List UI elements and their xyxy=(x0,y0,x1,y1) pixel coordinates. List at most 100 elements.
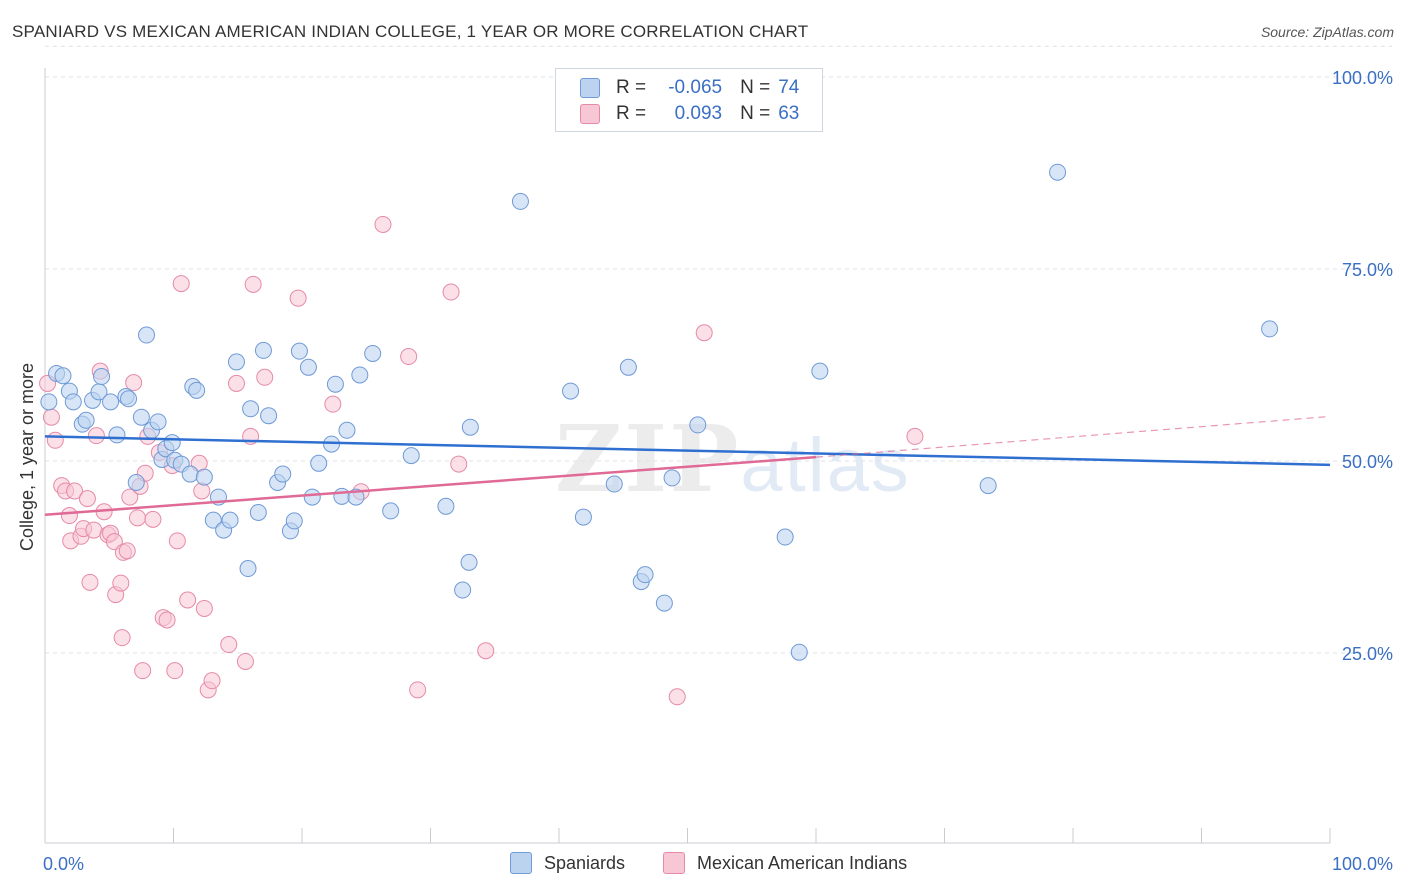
trend-lines xyxy=(44,415,1331,517)
data-point-spaniards xyxy=(54,367,72,385)
data-point-spaniards xyxy=(163,434,181,452)
chart-source: Source: ZipAtlas.com xyxy=(1260,24,1394,40)
y-tick-label: 50.0% xyxy=(1342,452,1393,472)
data-point-spaniards xyxy=(127,474,145,492)
data-point-spaniards xyxy=(460,553,478,571)
data-point-spaniards xyxy=(605,475,623,493)
data-point-spaniards xyxy=(64,393,82,411)
data-point-spaniards xyxy=(1261,320,1279,338)
data-point-mexican-american-indians xyxy=(81,573,99,591)
data-point-spaniards xyxy=(310,454,328,472)
data-point-mexican-american-indians xyxy=(66,482,84,500)
data-point-spaniards xyxy=(285,512,303,530)
data-point-spaniards xyxy=(689,416,707,434)
data-point-spaniards xyxy=(138,326,156,344)
legend-r-label: R = xyxy=(616,103,647,124)
data-point-spaniards xyxy=(299,358,317,376)
data-point-spaniards xyxy=(102,393,120,411)
y-tick-label: 25.0% xyxy=(1342,644,1393,664)
y-tick-label: 100.0% xyxy=(1332,68,1393,88)
data-point-mexican-american-indians xyxy=(409,681,427,699)
data-point-spaniards xyxy=(811,362,829,380)
trend-line-extension-mexican-american-indians xyxy=(815,415,1331,458)
data-point-mexican-american-indians xyxy=(244,275,262,293)
data-point-spaniards xyxy=(303,488,321,506)
data-point-spaniards xyxy=(242,400,260,418)
data-point-spaniards xyxy=(249,503,267,521)
data-point-spaniards xyxy=(254,341,272,359)
data-point-mexican-american-indians xyxy=(172,275,190,293)
data-point-spaniards xyxy=(511,192,529,210)
data-point-spaniards xyxy=(574,508,592,526)
data-point-mexican-american-indians xyxy=(168,532,186,550)
legend-row-spaniards: R = -0.065 N = 74 xyxy=(580,76,799,100)
data-point-spaniards xyxy=(1049,163,1067,181)
data-point-spaniards xyxy=(227,353,245,371)
y-axis-title: College, 1 year or more xyxy=(17,363,37,551)
legend-swatch-blue xyxy=(580,78,600,98)
data-point-mexican-american-indians xyxy=(85,521,103,539)
legend-r-value: -0.065 xyxy=(668,77,723,98)
data-point-spaniards xyxy=(188,381,206,399)
data-point-spaniards xyxy=(221,511,239,529)
data-point-spaniards xyxy=(347,488,365,506)
data-point-mexican-american-indians xyxy=(134,662,152,680)
data-point-spaniards xyxy=(108,426,126,444)
data-point-mexican-american-indians xyxy=(78,490,96,508)
data-point-spaniards xyxy=(149,413,167,431)
data-point-mexican-american-indians xyxy=(125,374,143,392)
data-point-mexican-american-indians xyxy=(121,488,139,506)
legend-n-label: N = xyxy=(740,77,771,98)
stats-legend: R = -0.065 N = 74 R = 0.093 N = 63 xyxy=(555,68,823,132)
data-point-spaniards xyxy=(290,342,308,360)
data-point-spaniards xyxy=(77,411,95,429)
data-point-mexican-american-indians xyxy=(112,574,130,592)
data-point-mexican-american-indians xyxy=(695,324,713,342)
bottom-legend-swatch-pink xyxy=(663,852,685,874)
data-point-mexican-american-indians xyxy=(668,688,686,706)
data-point-spaniards xyxy=(132,408,150,426)
bottom-legend-label: Mexican American Indians xyxy=(697,852,908,873)
data-point-mexican-american-indians xyxy=(87,427,105,445)
data-point-mexican-american-indians xyxy=(227,374,245,392)
data-point-mexican-american-indians xyxy=(450,455,468,473)
data-point-mexican-american-indians xyxy=(374,215,392,233)
legend-r-label: R = xyxy=(616,77,647,98)
data-point-spaniards xyxy=(619,358,637,376)
data-point-spaniards xyxy=(454,581,472,599)
data-point-spaniards xyxy=(790,643,808,661)
data-point-mexican-american-indians xyxy=(906,427,924,445)
data-point-spaniards xyxy=(437,497,455,515)
data-point-spaniards xyxy=(204,511,222,529)
data-point-mexican-american-indians xyxy=(477,642,495,660)
data-point-spaniards xyxy=(93,368,111,386)
data-point-spaniards xyxy=(195,468,213,486)
data-point-spaniards xyxy=(562,382,580,400)
data-point-mexican-american-indians xyxy=(42,408,60,426)
x-tick-label: 0.0% xyxy=(43,854,84,874)
data-point-mexican-american-indians xyxy=(113,629,131,647)
bottom-legend-spaniards: Spaniards xyxy=(510,852,625,874)
data-point-spaniards xyxy=(402,447,420,465)
legend-r-value: 0.093 xyxy=(674,103,723,124)
data-point-spaniards xyxy=(979,477,997,495)
data-point-spaniards xyxy=(40,393,58,411)
data-point-mexican-american-indians xyxy=(400,348,418,366)
data-point-spaniards xyxy=(776,528,794,546)
data-point-spaniards xyxy=(351,366,369,384)
bottom-legend: Spaniards Mexican American Indians xyxy=(0,852,1406,878)
data-point-spaniards xyxy=(181,465,199,483)
data-point-spaniards xyxy=(636,566,654,584)
data-point-spaniards xyxy=(338,421,356,439)
tick-labels: 25.0% 50.0% 75.0% 100.0% 0.0% 100.0% College, … xyxy=(17,68,1393,874)
data-point-spaniards xyxy=(364,344,382,362)
data-point-spaniards xyxy=(382,502,400,520)
trend-line-mexican-american-indians xyxy=(44,455,817,517)
data-point-mexican-american-indians xyxy=(129,509,147,527)
series-spaniards xyxy=(40,163,1279,661)
data-point-mexican-american-indians xyxy=(193,482,211,500)
data-point-mexican-american-indians xyxy=(166,662,184,680)
data-point-mexican-american-indians xyxy=(442,283,460,301)
bottom-legend-mexican-american-indians: Mexican American Indians xyxy=(663,852,907,874)
data-point-mexican-american-indians xyxy=(144,510,162,528)
